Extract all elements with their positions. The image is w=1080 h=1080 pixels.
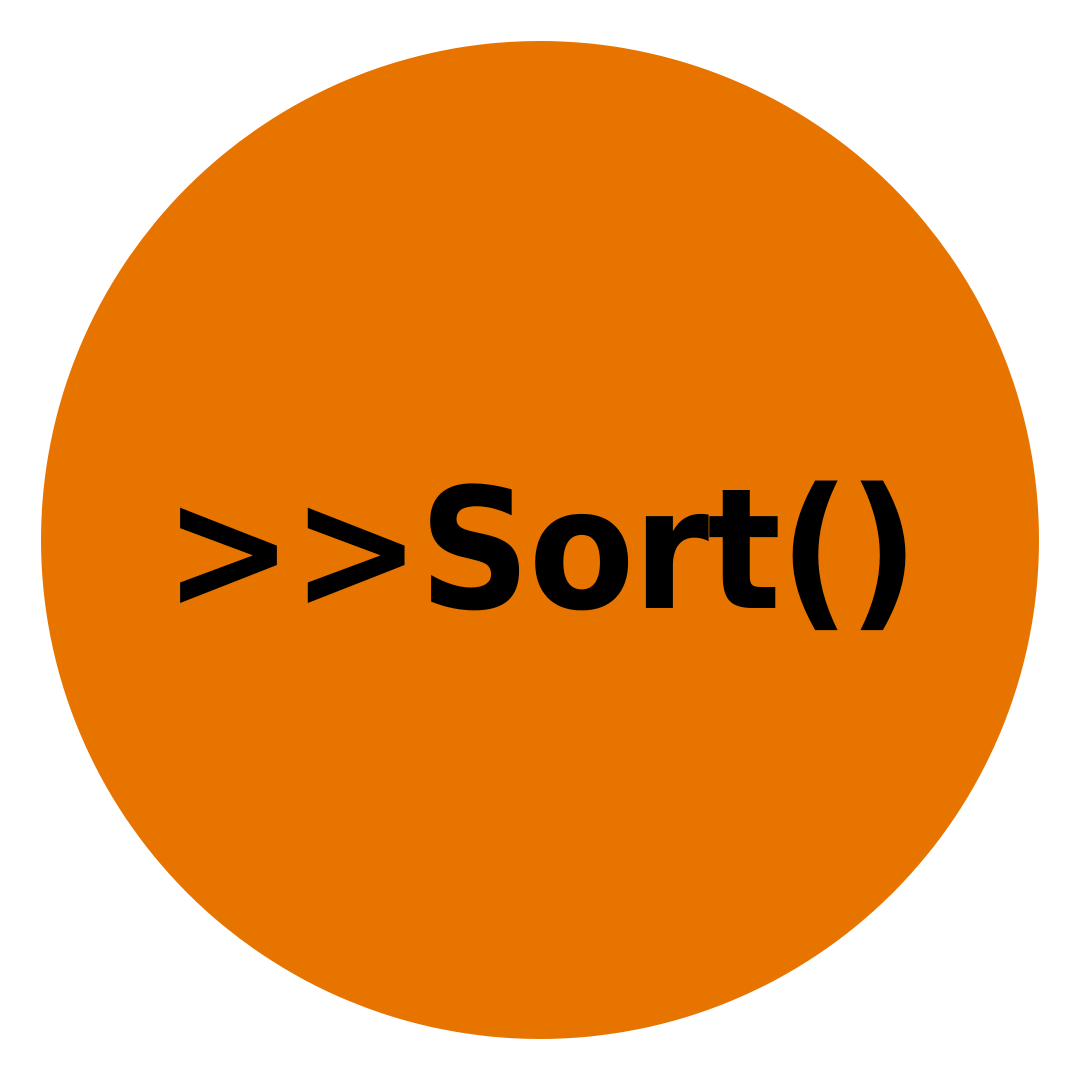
- logo-wordmark: >>Sort(): [163, 452, 918, 648]
- logo-circle: >>Sort(): [41, 41, 1039, 1039]
